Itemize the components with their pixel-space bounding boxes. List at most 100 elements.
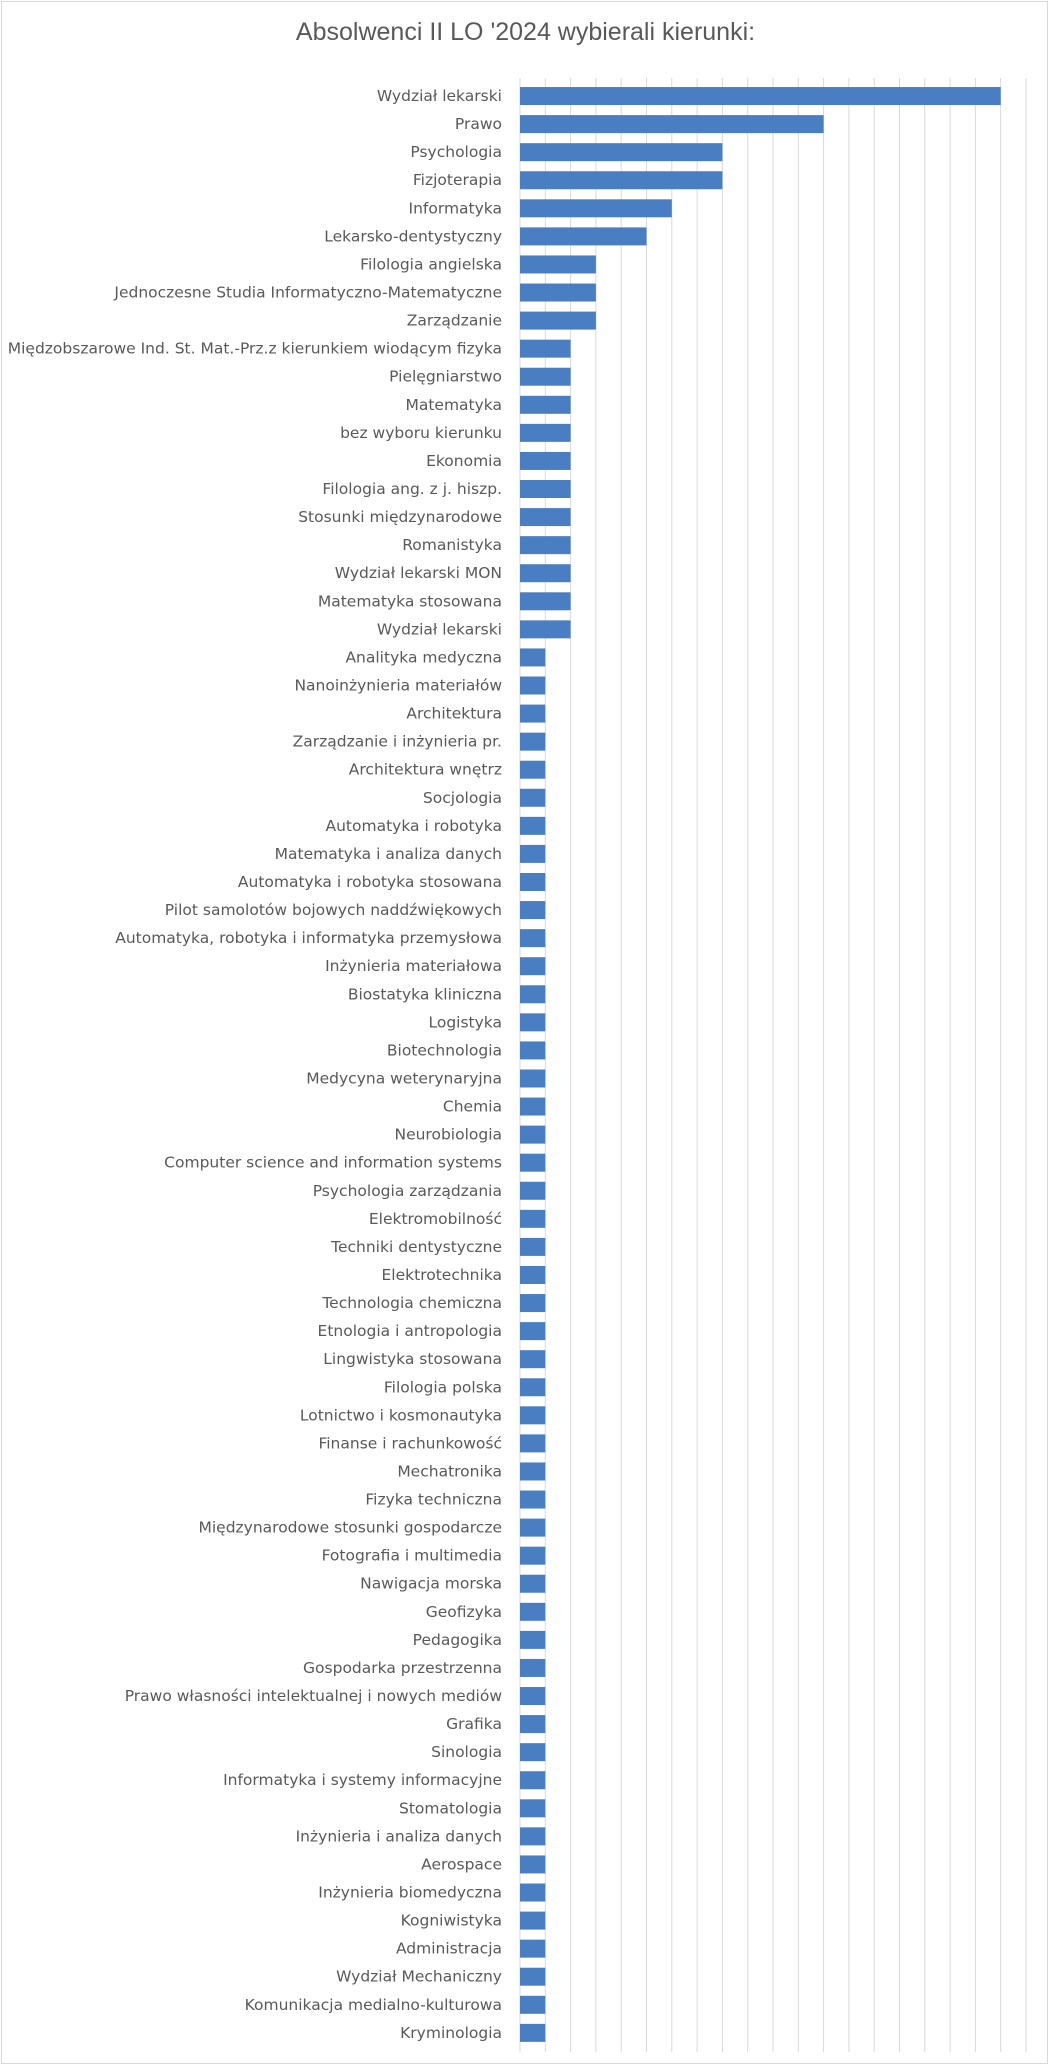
category-label: Prawo: [455, 115, 502, 133]
bar: [520, 1911, 546, 1930]
category-label: Zarządzanie: [407, 312, 502, 330]
bar: [520, 1574, 546, 1593]
bar: [520, 1209, 546, 1228]
bar: [520, 732, 546, 751]
bar: [520, 1630, 546, 1649]
category-label: Biotechnologia: [387, 1041, 502, 1059]
category-label: bez wyboru kierunku: [340, 424, 502, 442]
bar: [520, 1995, 546, 2014]
bar: [520, 1799, 546, 1818]
bar: [520, 1967, 546, 1986]
category-label: Lingwistyka stosowana: [323, 1350, 502, 1368]
category-label: Socjologia: [423, 789, 502, 807]
bar: [520, 311, 596, 330]
category-label: Matematyka i analiza danych: [275, 845, 502, 863]
bar: [520, 844, 546, 863]
category-label: Fizyka techniczna: [365, 1491, 502, 1509]
bar: [520, 1490, 546, 1509]
bar: [520, 1546, 546, 1565]
gridlines: [519, 78, 1027, 2052]
bar: [520, 816, 546, 835]
category-label: Filologia polska: [384, 1378, 502, 1396]
category-label: Geofizyka: [426, 1603, 502, 1621]
chart-title: Absolwenci II LO '2024 wybierali kierunk…: [295, 18, 756, 46]
category-label: Fizjoterapia: [413, 171, 502, 189]
bar: [520, 1378, 546, 1397]
bar: [520, 1827, 546, 1846]
category-label: Inżynieria i analiza danych: [296, 1827, 502, 1845]
category-label: Informatyka: [409, 199, 502, 217]
bar: [520, 255, 596, 274]
category-label: Wydział lekarski MON: [335, 564, 502, 582]
bar: [520, 115, 824, 134]
category-label: Komunikacja medialno-kulturowa: [245, 1996, 502, 2014]
bar: [520, 1322, 546, 1341]
category-label: Architektura wnętrz: [349, 761, 502, 779]
category-label: Informatyka i systemy informacyjne: [223, 1771, 502, 1789]
category-label: Sinologia: [431, 1743, 502, 1761]
bar: [520, 1013, 546, 1032]
category-label: Jednoczesne Studia Informatyczno-Matemat…: [113, 284, 502, 302]
bar: [520, 648, 546, 667]
category-label: Administracja: [396, 1940, 502, 1958]
category-label: Analityka medyczna: [345, 648, 502, 666]
bar: [520, 1265, 546, 1284]
bar: [520, 564, 571, 583]
category-label: Pielęgniarstwo: [389, 368, 502, 386]
category-label: Pedagogika: [413, 1631, 502, 1649]
category-label: Biostatyka kliniczna: [348, 985, 502, 1003]
bar: [520, 1518, 546, 1537]
category-label: Stomatologia: [399, 1799, 502, 1817]
bar: [520, 1153, 546, 1172]
category-label: Matematyka: [405, 396, 502, 414]
bar: [520, 1939, 546, 1958]
bar: [520, 788, 546, 807]
bar: [520, 1715, 546, 1734]
bar: [520, 620, 571, 639]
bar: [520, 395, 571, 414]
bar: [520, 367, 571, 386]
category-label: Pilot samolotów bojowych naddźwiękowych: [165, 901, 502, 919]
bar: [520, 1097, 546, 1116]
category-label: Kogniwistyka: [401, 1912, 502, 1930]
category-label: Romanistyka: [402, 536, 502, 554]
category-label: Aerospace: [421, 1855, 502, 1873]
category-label: Wydział Mechaniczny: [336, 1968, 502, 1986]
bar: [520, 87, 1001, 106]
bar: [520, 872, 546, 891]
bar: [520, 1294, 546, 1313]
category-label: Computer science and information systems: [164, 1154, 502, 1172]
category-label: Nawigacja morska: [360, 1575, 502, 1593]
bar: [520, 1743, 546, 1762]
category-label: Neurobiologia: [394, 1126, 502, 1144]
bar: [520, 760, 546, 779]
bar: [520, 1855, 546, 1874]
bar: [520, 1406, 546, 1425]
category-label: Gospodarka przestrzenna: [303, 1659, 502, 1677]
bar: [520, 143, 723, 162]
category-label: Lekarsko-dentystyczny: [324, 227, 502, 245]
category-label: Kryminologia: [400, 2024, 502, 2042]
bar: [520, 1602, 546, 1621]
bar: [520, 704, 546, 723]
category-label: Logistyka: [428, 1013, 502, 1031]
bar: [520, 283, 596, 302]
category-label: Elektromobilność: [369, 1210, 502, 1228]
category-label: Psychologia: [410, 143, 502, 161]
category-label: Ekonomia: [426, 452, 502, 470]
bar: [520, 1350, 546, 1369]
bar: [520, 1434, 546, 1453]
category-label: Technologia chemiczna: [321, 1294, 502, 1312]
category-label: Etnologia i antropologia: [318, 1322, 502, 1340]
category-label: Elektrotechnika: [382, 1266, 503, 1284]
category-label: Medycyna weterynaryjna: [306, 1069, 502, 1087]
category-label: Stosunki międzynarodowe: [298, 508, 502, 526]
category-label: Inżynieria biomedyczna: [318, 1884, 502, 1902]
bar: [520, 451, 571, 470]
bar: [520, 480, 571, 499]
category-label: Architektura: [406, 705, 502, 723]
category-label: Automatyka, robotyka i informatyka przem…: [115, 929, 502, 947]
category-label: Matematyka stosowana: [318, 592, 502, 610]
category-label: Finanse i rachunkowość: [318, 1434, 502, 1452]
